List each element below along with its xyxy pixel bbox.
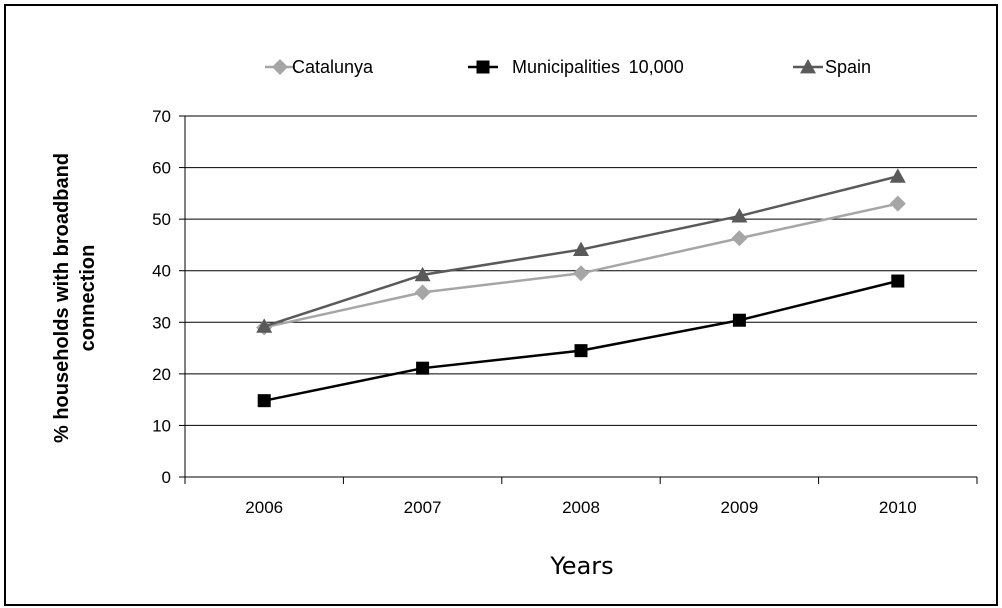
y-tick-label: 0: [162, 468, 171, 487]
y-tick-label: 40: [152, 262, 171, 281]
x-tick-label: 2006: [245, 498, 283, 517]
legend-item-1: Municipalities 10,000: [468, 57, 684, 77]
x-axis-ticks: 2006 2007 2008 2009 2010: [184, 477, 978, 517]
data-point: [732, 313, 746, 327]
y-tick-label: 10: [152, 416, 171, 435]
y-tick-label: 50: [152, 210, 171, 229]
legend-label: Spain: [825, 57, 871, 77]
y-tick-label: 30: [152, 313, 171, 332]
x-axis-label: Years: [549, 552, 613, 580]
data-point: [889, 195, 906, 212]
x-tick-label: 2008: [562, 498, 600, 517]
legend-item-0: Catalunya: [265, 57, 374, 77]
series-line: [263, 279, 899, 402]
x-tick-label: 2010: [879, 498, 917, 517]
legend-item-2: Spain: [793, 57, 871, 77]
data-point: [414, 266, 431, 282]
legend-label: Municipalities 10,000: [512, 57, 684, 77]
data-point: [891, 274, 905, 288]
y-tick-label: 60: [152, 159, 171, 178]
x-tick-label: 2007: [404, 498, 442, 517]
series-2: [256, 168, 906, 333]
data-point: [574, 344, 588, 358]
legend-marker: [800, 59, 816, 74]
y-tick-label: 70: [152, 107, 171, 126]
gridlines: [185, 115, 977, 426]
series-0: [256, 195, 906, 336]
data-point: [257, 394, 271, 408]
series-group: [256, 168, 906, 408]
y-axis-label-line-2: connection: [77, 245, 99, 352]
chart-frame: [4, 4, 998, 606]
data-point: [573, 265, 589, 282]
data-point: [414, 284, 431, 301]
legend-label: Catalunya: [292, 57, 374, 77]
y-axis-label-line-1: % households with broadband: [51, 153, 73, 443]
series-1: [257, 274, 905, 408]
axes: [184, 116, 977, 478]
data-point: [731, 230, 748, 247]
y-axis-ticks: 0 10 20 30 40 50 60 70: [152, 107, 185, 487]
data-point: [256, 318, 273, 333]
legend: Catalunya Municipalities 10,000 Spain: [265, 57, 871, 77]
legend-marker: [272, 59, 288, 75]
x-tick-label: 2009: [720, 498, 758, 517]
legend-marker: [476, 60, 490, 74]
data-point: [731, 208, 748, 223]
y-tick-label: 20: [152, 365, 171, 384]
data-point: [573, 241, 589, 256]
data-point: [416, 361, 430, 375]
data-point: [889, 168, 906, 183]
